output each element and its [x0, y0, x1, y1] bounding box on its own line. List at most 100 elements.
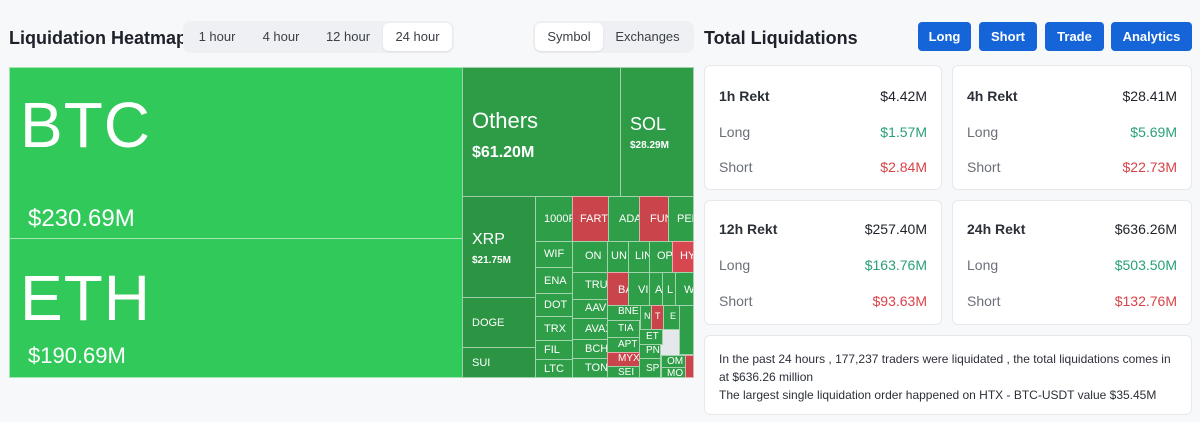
- tile-small[interactable]: [685, 355, 694, 378]
- short-button[interactable]: Short: [979, 22, 1037, 51]
- tile-small[interactable]: MYX: [607, 352, 640, 367]
- tile-sol-symbol: SOL: [630, 114, 667, 134]
- rekt-card-label: 24h Rekt: [967, 221, 1026, 237]
- rekt-card-total: $4.42M: [880, 88, 927, 104]
- tile-small[interactable]: BNE: [607, 305, 641, 321]
- tile-small[interactable]: AAVE: [572, 299, 608, 319]
- rekt-card-4h: 4h Rekt $28.41M Long $5.69M Short $22.73M: [952, 65, 1192, 190]
- short-value: $132.76M: [1114, 293, 1177, 309]
- tab-4-hour[interactable]: 4 hour: [262, 29, 300, 44]
- time-range-tabs: 1 hour 4 hour 12 hour 24 hour: [183, 21, 454, 53]
- tile-small[interactable]: LTC: [535, 359, 573, 378]
- tile-small[interactable]: BCH: [572, 339, 608, 359]
- tile-others-symbol: Others: [472, 108, 539, 133]
- analytics-button[interactable]: Analytics: [1111, 22, 1192, 51]
- view-mode-tabs: Symbol Exchanges: [533, 21, 694, 53]
- tile-small[interactable]: ET: [639, 329, 663, 345]
- tile-small[interactable]: DOT: [535, 293, 573, 317]
- total-liquidations-panel: Total Liquidations Long Short Trade Anal…: [704, 0, 1200, 422]
- trade-button[interactable]: Trade: [1045, 22, 1104, 51]
- short-value: $22.73M: [1122, 159, 1177, 175]
- tile-small[interactable]: FARTC: [572, 196, 609, 242]
- tile-sui-symbol: SUI: [472, 357, 491, 369]
- rekt-card-1h: 1h Rekt $4.42M Long $1.57M Short $2.84M: [704, 65, 942, 190]
- tile-sol[interactable]: SOL $28.29M: [620, 67, 694, 197]
- tile-small[interactable]: SP: [639, 358, 661, 378]
- rekt-card-total: $636.26M: [1114, 221, 1177, 237]
- tile-small[interactable]: VI: [628, 272, 650, 306]
- tile-small[interactable]: OP: [649, 241, 673, 273]
- tile-small[interactable]: W: [675, 272, 694, 306]
- tile-btc-value: $230.69M: [28, 205, 135, 232]
- rekt-card-24h: 24h Rekt $636.26M Long $503.50M Short $132.…: [952, 200, 1192, 325]
- tab-1-hour[interactable]: 1 hour: [198, 29, 236, 44]
- tile-small[interactable]: [679, 305, 694, 355]
- long-label: Long: [967, 257, 999, 273]
- short-label: Short: [967, 159, 1001, 175]
- tile-small[interactable]: SEI: [607, 366, 640, 378]
- tile-doge-symbol: DOGE: [472, 317, 505, 329]
- tile-sui[interactable]: SUI: [462, 347, 536, 378]
- tile-small[interactable]: BA: [607, 272, 629, 306]
- tile-doge[interactable]: DOGE: [462, 297, 536, 348]
- tile-xrp-value: $21.75M: [472, 255, 511, 266]
- tile-small[interactable]: TON: [572, 358, 608, 378]
- summary-line-1: In the past 24 hours , 177,237 traders w…: [719, 352, 1171, 384]
- heatmap-header: Liquidation Heatmap 1 hour 4 hour 12 hou…: [0, 0, 700, 64]
- tile-small[interactable]: FIL: [535, 340, 573, 360]
- tile-small[interactable]: WIF: [535, 241, 573, 268]
- long-button[interactable]: Long: [918, 22, 971, 51]
- summary-line-2: The largest single liquidation order hap…: [719, 388, 1157, 402]
- tile-eth[interactable]: ETH $190.69M: [9, 238, 463, 378]
- tile-small[interactable]: LIN: [628, 241, 650, 273]
- tile-small[interactable]: TRU: [572, 272, 608, 300]
- tile-xrp[interactable]: XRP $21.75M: [462, 196, 536, 298]
- tile-small[interactable]: FUN: [639, 196, 669, 242]
- tile-small[interactable]: ENA: [535, 267, 573, 294]
- tile-small[interactable]: TRX: [535, 316, 573, 341]
- long-value: $5.69M: [1130, 124, 1177, 140]
- tile-others[interactable]: Others $61.20M: [462, 67, 621, 197]
- heatmap-title: Liquidation Heatmap: [9, 28, 188, 48]
- tile-small[interactable]: APT: [607, 337, 640, 353]
- tile-small[interactable]: L: [662, 272, 676, 306]
- tile-small[interactable]: 1000F: [535, 196, 573, 242]
- rekt-card-total: $257.40M: [864, 221, 927, 237]
- tile-small[interactable]: ON: [572, 241, 608, 273]
- rekt-card-label: 4h Rekt: [967, 88, 1018, 104]
- long-label: Long: [719, 124, 751, 140]
- total-liquidations-title: Total Liquidations: [704, 28, 858, 48]
- short-label: Short: [967, 293, 1001, 309]
- tab-exchanges[interactable]: Exchanges: [615, 29, 680, 44]
- short-value: $93.63M: [872, 293, 927, 309]
- long-value: $503.50M: [1114, 257, 1177, 273]
- tile-sol-value: $28.29M: [630, 140, 669, 151]
- short-label: Short: [719, 159, 753, 175]
- tile-xrp-symbol: XRP: [472, 231, 505, 248]
- liquidation-summary: In the past 24 hours , 177,237 traders w…: [704, 335, 1192, 415]
- tile-small[interactable]: E: [663, 305, 680, 330]
- tile-small[interactable]: UN: [607, 241, 629, 273]
- tile-small[interactable]: AVAX: [572, 318, 608, 340]
- tile-small[interactable]: ADA: [608, 196, 640, 242]
- short-label: Short: [719, 293, 753, 309]
- tile-small[interactable]: TIA: [607, 320, 640, 338]
- long-label: Long: [719, 257, 751, 273]
- tab-24-hour[interactable]: 24 hour: [383, 23, 452, 51]
- rekt-card-12h: 12h Rekt $257.40M Long $163.76M Short $93.6…: [704, 200, 942, 325]
- tile-small[interactable]: PN: [639, 344, 661, 359]
- tile-small[interactable]: A: [649, 272, 663, 306]
- tile-small[interactable]: MO: [661, 367, 686, 378]
- tab-symbol[interactable]: Symbol: [535, 23, 603, 51]
- long-label: Long: [967, 124, 999, 140]
- tile-small[interactable]: PEP: [668, 196, 694, 242]
- tile-btc[interactable]: BTC $230.69M: [9, 67, 463, 239]
- rekt-card-label: 1h Rekt: [719, 88, 770, 104]
- tile-small[interactable]: HY: [672, 241, 694, 273]
- tab-12-hour[interactable]: 12 hour: [325, 29, 371, 44]
- short-value: $2.84M: [880, 159, 927, 175]
- rekt-card-total: $28.41M: [1122, 88, 1177, 104]
- long-value: $1.57M: [880, 124, 927, 140]
- long-value: $163.76M: [864, 257, 927, 273]
- tile-btc-symbol: BTC: [20, 89, 151, 161]
